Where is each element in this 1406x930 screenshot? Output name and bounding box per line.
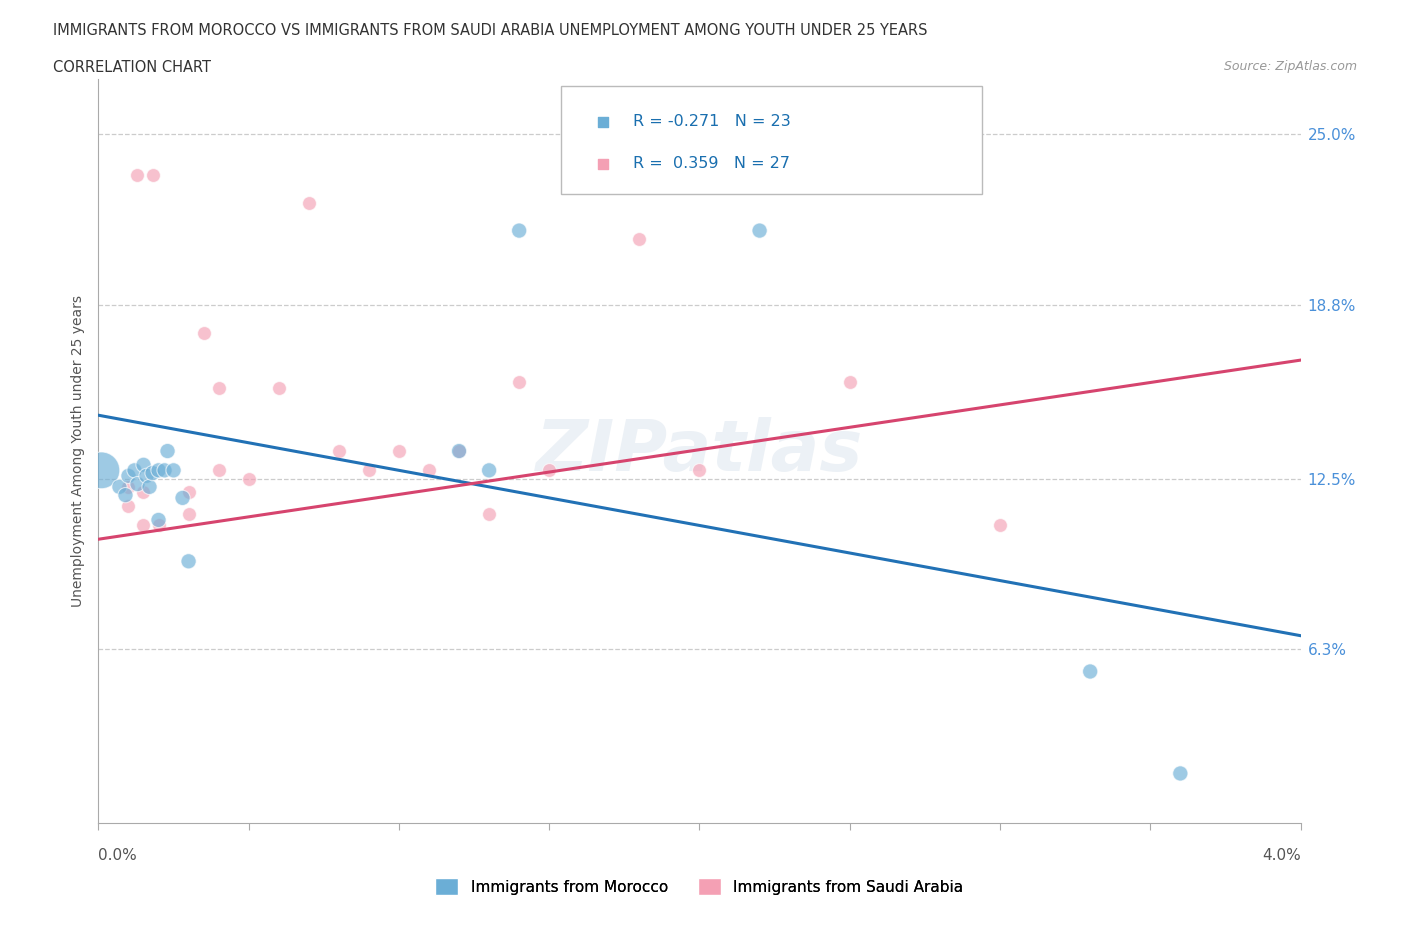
Point bbox=[132, 458, 155, 472]
Point bbox=[132, 518, 155, 533]
Point bbox=[135, 469, 157, 484]
Point bbox=[838, 375, 860, 390]
Point bbox=[148, 512, 170, 527]
Point bbox=[162, 463, 184, 478]
Point bbox=[478, 463, 501, 478]
Point bbox=[418, 463, 440, 478]
Point bbox=[388, 444, 411, 458]
Text: ZIPatlas: ZIPatlas bbox=[536, 417, 863, 485]
Y-axis label: Unemployment Among Youth under 25 years: Unemployment Among Youth under 25 years bbox=[70, 295, 84, 607]
Point bbox=[117, 480, 139, 495]
Legend: Immigrants from Morocco, Immigrants from Saudi Arabia: Immigrants from Morocco, Immigrants from… bbox=[429, 872, 970, 901]
Point bbox=[628, 232, 651, 246]
Point bbox=[748, 223, 770, 238]
Point bbox=[208, 380, 231, 395]
Point bbox=[177, 507, 200, 522]
Point bbox=[127, 477, 149, 492]
FancyBboxPatch shape bbox=[561, 86, 981, 194]
Point bbox=[1078, 664, 1101, 679]
Point bbox=[148, 463, 170, 478]
Point bbox=[267, 380, 290, 395]
Point bbox=[117, 498, 139, 513]
Point bbox=[238, 472, 260, 486]
Point bbox=[138, 480, 160, 495]
Point bbox=[141, 168, 163, 183]
Text: R =  0.359   N = 27: R = 0.359 N = 27 bbox=[633, 156, 790, 171]
Text: R = -0.271   N = 23: R = -0.271 N = 23 bbox=[633, 114, 792, 129]
Point bbox=[108, 480, 131, 495]
Point bbox=[127, 168, 149, 183]
Point bbox=[689, 463, 711, 478]
Point bbox=[90, 463, 112, 478]
Point bbox=[357, 463, 380, 478]
Point bbox=[193, 326, 215, 340]
Point bbox=[124, 463, 146, 478]
Point bbox=[1168, 766, 1191, 781]
Point bbox=[141, 466, 163, 481]
Point bbox=[208, 463, 231, 478]
Point bbox=[508, 375, 530, 390]
Point bbox=[177, 554, 200, 569]
Point bbox=[447, 444, 470, 458]
Point bbox=[156, 444, 179, 458]
Point bbox=[117, 469, 139, 484]
Point bbox=[538, 463, 561, 478]
Text: 4.0%: 4.0% bbox=[1261, 848, 1301, 863]
Point bbox=[988, 518, 1011, 533]
Point bbox=[172, 490, 194, 505]
Point bbox=[328, 444, 350, 458]
Point bbox=[298, 195, 321, 210]
Point bbox=[177, 485, 200, 499]
Text: IMMIGRANTS FROM MOROCCO VS IMMIGRANTS FROM SAUDI ARABIA UNEMPLOYMENT AMONG YOUTH: IMMIGRANTS FROM MOROCCO VS IMMIGRANTS FR… bbox=[53, 23, 928, 38]
Point bbox=[132, 485, 155, 499]
Point bbox=[447, 444, 470, 458]
Point bbox=[508, 223, 530, 238]
Text: CORRELATION CHART: CORRELATION CHART bbox=[53, 60, 211, 75]
Text: Source: ZipAtlas.com: Source: ZipAtlas.com bbox=[1223, 60, 1357, 73]
Text: 0.0%: 0.0% bbox=[98, 848, 138, 863]
Point bbox=[114, 487, 136, 502]
Point bbox=[153, 463, 176, 478]
Point bbox=[148, 518, 170, 533]
Point bbox=[478, 507, 501, 522]
